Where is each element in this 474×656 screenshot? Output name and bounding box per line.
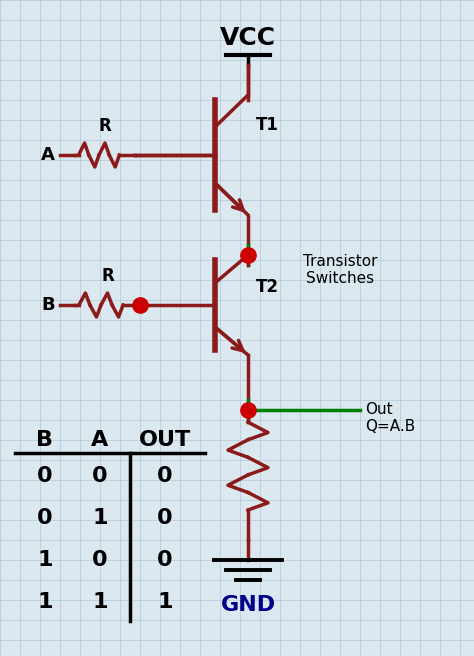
Text: 0: 0 xyxy=(37,508,53,528)
Text: 1: 1 xyxy=(37,592,53,612)
Text: Out
Q=A.B: Out Q=A.B xyxy=(365,402,415,434)
Text: 0: 0 xyxy=(157,508,173,528)
Text: 0: 0 xyxy=(157,550,173,570)
Text: 1: 1 xyxy=(37,550,53,570)
Text: 0: 0 xyxy=(37,466,53,486)
Text: OUT: OUT xyxy=(139,430,191,450)
Text: VCC: VCC xyxy=(220,26,276,50)
Text: B: B xyxy=(41,296,55,314)
Text: 0: 0 xyxy=(92,466,108,486)
Text: A: A xyxy=(91,430,109,450)
Text: B: B xyxy=(36,430,54,450)
Text: Transistor
Switches: Transistor Switches xyxy=(303,254,377,286)
Text: 1: 1 xyxy=(157,592,173,612)
Text: 0: 0 xyxy=(157,466,173,486)
Text: A: A xyxy=(41,146,55,164)
Text: T1: T1 xyxy=(256,116,279,134)
Text: 0: 0 xyxy=(92,550,108,570)
Text: 1: 1 xyxy=(92,592,108,612)
Text: R: R xyxy=(99,117,111,135)
Text: T2: T2 xyxy=(256,278,279,296)
Text: R: R xyxy=(101,267,114,285)
Text: GND: GND xyxy=(220,595,275,615)
Text: 1: 1 xyxy=(92,508,108,528)
